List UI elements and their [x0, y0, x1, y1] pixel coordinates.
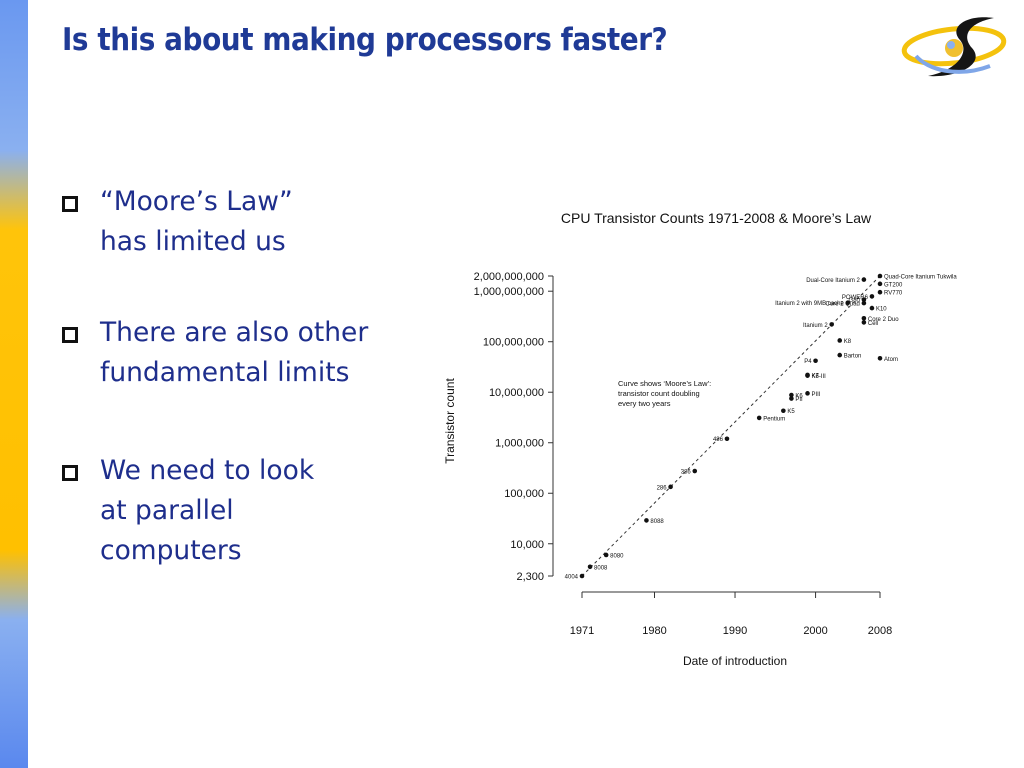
data-point-label: K8: [844, 339, 852, 345]
y-tick-label: 2,300: [516, 571, 544, 583]
side-accent-bar: [0, 0, 28, 768]
data-point-label: G80: [849, 298, 861, 304]
data-point: [869, 294, 875, 299]
x-tick-label: 1971: [570, 625, 594, 637]
data-point: [692, 468, 698, 474]
data-point: [829, 322, 834, 327]
data-point-label: Cell: [868, 321, 878, 327]
y-tick-label: 10,000: [510, 539, 544, 551]
data-point: [781, 408, 786, 414]
data-point-label: Core 2 Quad: [826, 302, 860, 308]
data-point-label: 386: [681, 470, 692, 476]
bullet-square-icon: [62, 465, 78, 481]
data-point: [877, 281, 883, 287]
data-point: [861, 300, 867, 306]
moores-law-trend-line: [581, 275, 881, 577]
data-point: [756, 415, 762, 421]
data-point-label: POWER6: [842, 295, 869, 301]
data-point: [837, 338, 843, 343]
data-point: [587, 564, 593, 570]
bullet-line: has limited us: [100, 226, 286, 257]
data-point-label: PIII: [812, 392, 821, 398]
data-point-label: GT200: [884, 282, 903, 288]
y-tick-label: 2,000,000,000: [474, 271, 544, 283]
data-point-label: PII: [795, 397, 803, 403]
data-point-label: Quad-Core Itanium Tukwila: [884, 275, 957, 281]
data-point: [644, 518, 649, 523]
y-tick-label: 100,000,000: [483, 337, 544, 349]
data-point-label: 8080: [610, 553, 624, 559]
data-point-label: K10: [876, 307, 887, 313]
x-axis-label: Date of introduction: [683, 654, 787, 668]
data-point-label: 286: [657, 485, 668, 491]
bullet-line: “Moore’s Law”: [100, 186, 293, 217]
data-point-label: Itanium 2: [803, 323, 828, 329]
data-point: [877, 273, 883, 279]
data-point-label: K5: [787, 409, 795, 415]
data-point: [805, 391, 810, 396]
data-point: [837, 352, 843, 358]
y-axis-label: Transistor count: [443, 378, 457, 464]
data-point-label: K6-III: [812, 374, 827, 380]
data-point: [579, 573, 585, 579]
data-point: [789, 396, 794, 401]
data-point-label: 4004: [565, 575, 579, 581]
data-point: [668, 484, 673, 490]
data-point: [861, 315, 867, 321]
data-point: [603, 552, 609, 558]
chart-plot-area: 2,300 10,000 100,000 1,000,000 10,000,000 100…: [474, 271, 958, 637]
chart-annotation: transistor count doubling: [618, 389, 700, 398]
data-point: [861, 277, 867, 282]
data-point: [845, 300, 851, 306]
data-point: [805, 372, 810, 378]
bullet-square-icon: [62, 196, 78, 212]
x-tick-label: 1990: [723, 625, 747, 637]
bullet-line: There are also other: [100, 317, 369, 348]
data-point: [861, 320, 867, 325]
data-point: [724, 436, 730, 442]
data-point-label: 8008: [594, 565, 608, 571]
x-tick-label: 2000: [803, 625, 827, 637]
x-tick-label: 1980: [642, 625, 666, 637]
data-point-label: Itanium 2 with 9MB cache: [775, 301, 844, 307]
chart-annotation: every two years: [618, 399, 671, 408]
data-point-label: Atom: [884, 357, 898, 363]
chart-annotation: Curve shows ‘Moore’s Law’:: [618, 379, 711, 388]
y-tick-label: 1,000,000,000: [474, 286, 544, 298]
y-tick-label: 100,000: [504, 488, 544, 500]
transistor-chart: CPU Transistor Counts 1971-2008 & Moore’…: [443, 210, 958, 668]
bullet-line: We need to look: [100, 455, 315, 486]
bullet-line: computers: [100, 535, 242, 566]
data-point-label: Barton: [844, 354, 862, 360]
y-tick-label: 10,000,000: [489, 387, 544, 399]
data-point-label: K6: [795, 394, 803, 400]
data-point-label: P4: [804, 359, 812, 365]
bullet-line: fundamental limits: [100, 357, 350, 388]
data-point: [869, 305, 875, 311]
data-point: [789, 392, 794, 398]
data-point: [877, 355, 883, 361]
data-point-label: RV770: [884, 291, 903, 297]
data-point: [861, 297, 867, 302]
chart-title: CPU Transistor Counts 1971-2008 & Moore’…: [561, 210, 872, 226]
data-point-label: Dual-Core Itanium 2: [806, 278, 860, 284]
data-point: [877, 289, 883, 295]
bullet-line: at parallel: [100, 495, 234, 526]
data-point-label: Core 2 Duo: [868, 317, 899, 323]
logo-icon: [901, 17, 1007, 77]
data-point-label: K7: [812, 373, 820, 379]
y-tick-label: 1,000,000: [495, 438, 544, 450]
data-point: [813, 358, 818, 364]
data-point-label: Pentium: [763, 416, 785, 422]
data-point-label: 486: [713, 437, 724, 443]
data-point-label: 8088: [650, 519, 664, 525]
x-tick-label: 2008: [868, 625, 892, 637]
slide-title: Is this about making processors faster?: [62, 22, 668, 58]
bullet-square-icon: [62, 327, 78, 343]
